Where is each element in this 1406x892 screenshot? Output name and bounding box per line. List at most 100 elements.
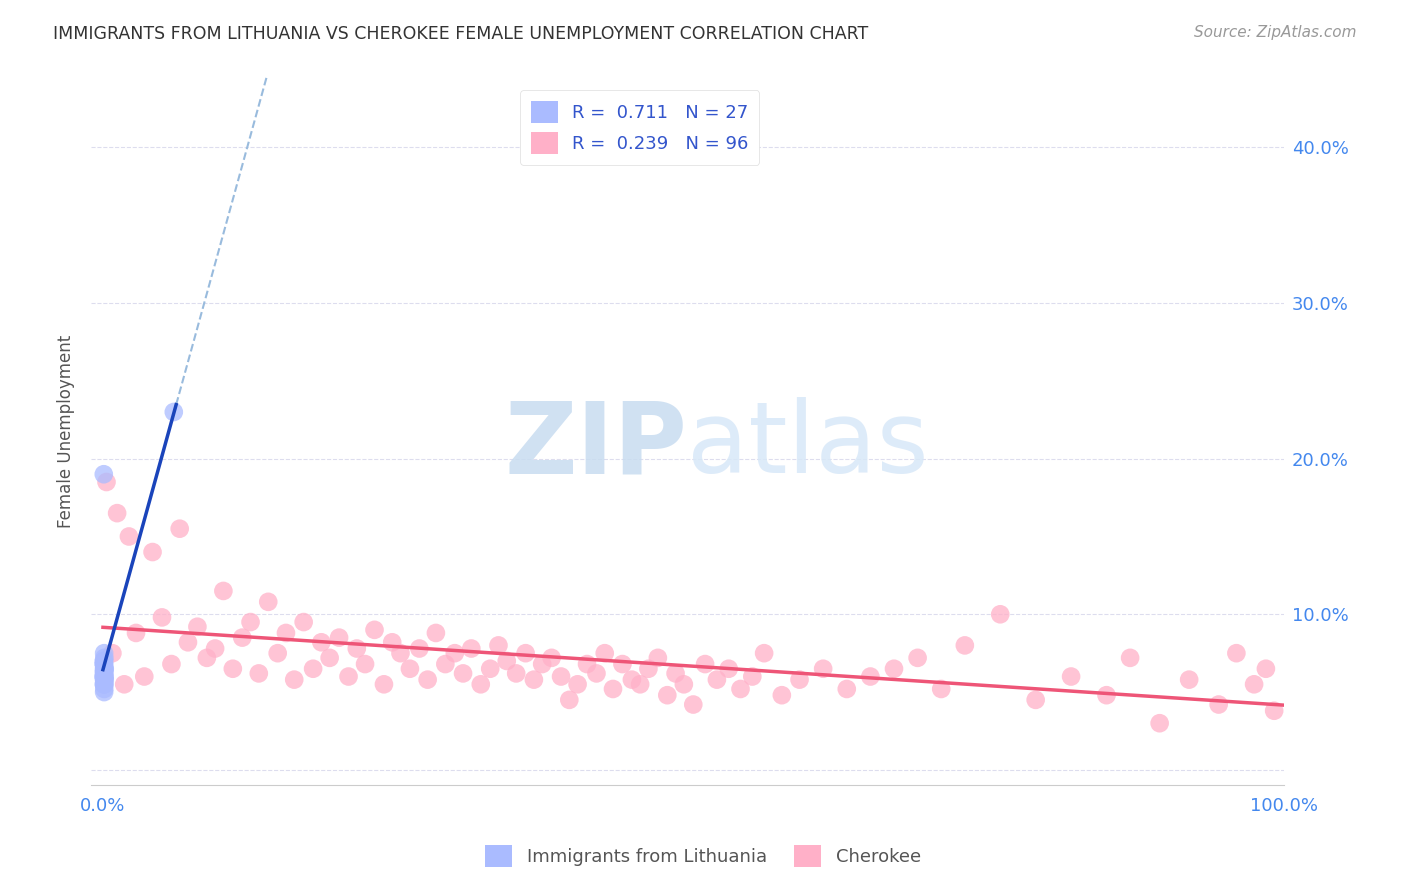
Point: [169, 522, 191, 536]
Point: [118, 529, 141, 543]
Point: [160, 657, 183, 671]
Point: [93, 669, 115, 683]
Point: [93, 677, 115, 691]
Text: ZIP: ZIP: [505, 397, 688, 494]
Point: [93, 654, 115, 668]
Point: [93, 666, 115, 681]
Y-axis label: Female Unemployment: Female Unemployment: [58, 334, 75, 528]
Legend: Immigrants from Lithuania, Cherokee: Immigrants from Lithuania, Cherokee: [478, 838, 928, 874]
Point: [647, 651, 669, 665]
Point: [93, 662, 115, 676]
Point: [443, 646, 465, 660]
Point: [212, 583, 235, 598]
Point: [141, 545, 163, 559]
Point: [93, 651, 115, 665]
Point: [929, 681, 952, 696]
Point: [741, 669, 763, 683]
Point: [451, 666, 474, 681]
Point: [150, 610, 173, 624]
Point: [112, 677, 135, 691]
Point: [953, 639, 976, 653]
Point: [373, 677, 395, 691]
Point: [460, 641, 482, 656]
Point: [988, 607, 1011, 622]
Point: [1119, 651, 1142, 665]
Point: [186, 620, 208, 634]
Point: [706, 673, 728, 687]
Point: [593, 646, 616, 660]
Point: [657, 688, 679, 702]
Point: [602, 681, 624, 696]
Point: [93, 673, 115, 687]
Point: [283, 673, 305, 687]
Text: Source: ZipAtlas.com: Source: ZipAtlas.com: [1194, 25, 1357, 40]
Point: [531, 657, 554, 671]
Point: [1263, 704, 1285, 718]
Point: [318, 651, 340, 665]
Point: [620, 673, 643, 687]
Point: [789, 673, 811, 687]
Point: [664, 666, 686, 681]
Text: IMMIGRANTS FROM LITHUANIA VS CHEROKEE FEMALE UNEMPLOYMENT CORRELATION CHART: IMMIGRANTS FROM LITHUANIA VS CHEROKEE FE…: [53, 25, 869, 43]
Point: [125, 626, 148, 640]
Point: [835, 681, 858, 696]
Point: [93, 654, 115, 668]
Point: [247, 666, 270, 681]
Point: [346, 641, 368, 656]
Text: atlas: atlas: [688, 397, 929, 494]
Point: [93, 669, 115, 683]
Point: [523, 673, 546, 687]
Point: [540, 651, 562, 665]
Point: [93, 681, 115, 696]
Point: [585, 666, 607, 681]
Point: [302, 662, 325, 676]
Point: [717, 662, 740, 676]
Point: [752, 646, 775, 660]
Point: [163, 405, 186, 419]
Point: [637, 662, 659, 676]
Legend: R =  0.711   N = 27, R =  0.239   N = 96: R = 0.711 N = 27, R = 0.239 N = 96: [520, 90, 759, 165]
Point: [416, 673, 439, 687]
Point: [93, 662, 115, 676]
Point: [93, 669, 115, 683]
Point: [93, 677, 115, 691]
Point: [93, 685, 115, 699]
Point: [328, 631, 350, 645]
Point: [93, 665, 115, 679]
Point: [479, 662, 502, 676]
Point: [134, 669, 156, 683]
Point: [628, 677, 651, 691]
Point: [612, 657, 634, 671]
Point: [274, 626, 297, 640]
Point: [93, 673, 115, 687]
Point: [811, 662, 834, 676]
Point: [1149, 716, 1171, 731]
Point: [488, 639, 510, 653]
Point: [1225, 646, 1247, 660]
Point: [558, 693, 581, 707]
Point: [93, 677, 115, 691]
Point: [93, 646, 115, 660]
Point: [1025, 693, 1047, 707]
Point: [693, 657, 716, 671]
Point: [470, 677, 492, 691]
Point: [239, 615, 262, 629]
Point: [1208, 698, 1230, 712]
Point: [389, 646, 412, 660]
Point: [1095, 688, 1118, 702]
Point: [505, 666, 527, 681]
Point: [204, 641, 226, 656]
Point: [177, 635, 200, 649]
Point: [907, 651, 929, 665]
Point: [257, 595, 280, 609]
Point: [730, 681, 752, 696]
Point: [105, 506, 128, 520]
Point: [222, 662, 245, 676]
Point: [292, 615, 315, 629]
Point: [101, 646, 124, 660]
Point: [1060, 669, 1083, 683]
Point: [576, 657, 599, 671]
Point: [515, 646, 537, 660]
Point: [231, 631, 253, 645]
Point: [883, 662, 905, 676]
